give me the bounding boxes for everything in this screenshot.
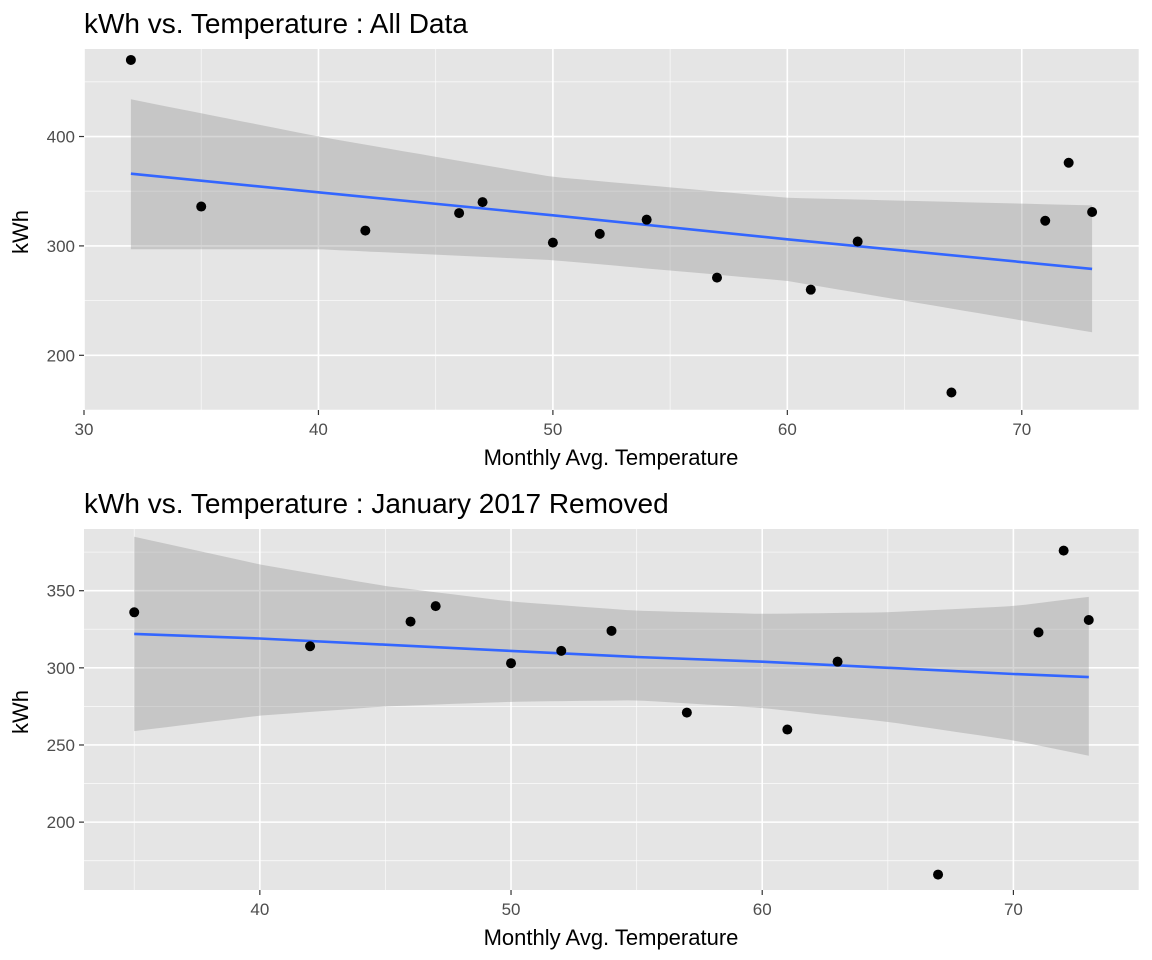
- data-point: [782, 724, 793, 735]
- data-point: [933, 869, 944, 880]
- data-point: [852, 236, 863, 247]
- confidence-band: [134, 536, 1089, 756]
- y-tick-label: 300: [47, 659, 75, 678]
- data-point: [1083, 615, 1094, 626]
- y-tick-label: 350: [47, 582, 75, 601]
- data-point: [946, 387, 957, 398]
- x-tick-label: 30: [75, 420, 94, 439]
- data-point: [1058, 545, 1069, 556]
- data-point: [641, 214, 652, 225]
- y-tick-label: 200: [47, 346, 75, 365]
- x-tick-label: 70: [1012, 420, 1031, 439]
- y-axis-label: kWh: [8, 690, 33, 734]
- data-point: [477, 197, 488, 208]
- y-tick-label: 300: [47, 237, 75, 256]
- data-point: [606, 625, 617, 636]
- plot-background: [84, 49, 1139, 410]
- chart-title: kWh vs. Temperature : All Data: [84, 8, 468, 39]
- data-point: [1033, 627, 1044, 638]
- regression-line: [134, 632, 1089, 679]
- data-point: [681, 707, 692, 718]
- data-point: [360, 225, 371, 236]
- data-point: [547, 237, 558, 248]
- data-point: [506, 658, 517, 669]
- x-tick-label: 60: [778, 420, 797, 439]
- confidence-band: [130, 99, 1093, 333]
- x-tick-label: 40: [309, 420, 328, 439]
- x-axis-label: Monthly Avg. Temperature: [484, 445, 739, 470]
- data-point: [832, 656, 843, 667]
- data-point: [454, 208, 465, 219]
- x-axis-label: Monthly Avg. Temperature: [484, 925, 739, 950]
- x-tick-label: 50: [543, 420, 562, 439]
- y-tick-label: 400: [47, 128, 75, 147]
- data-point: [196, 201, 207, 212]
- plot-panel: 40 50 60 70 200 250 300 350: [47, 529, 1140, 919]
- data-point: [1087, 206, 1098, 217]
- regression-line: [130, 172, 1093, 271]
- x-tick-label: 50: [502, 900, 521, 919]
- y-tick-label: 200: [47, 813, 75, 832]
- data-point: [129, 607, 140, 618]
- data-point: [125, 54, 136, 65]
- chart-title: kWh vs. Temperature : January 2017 Remov…: [84, 488, 669, 519]
- data-point: [594, 228, 605, 239]
- y-axis-label: kWh: [8, 210, 33, 254]
- data-point: [405, 616, 416, 627]
- data-point: [712, 272, 722, 283]
- plot-panel: 30 40 50 60 70 200 300 400: [47, 49, 1140, 439]
- x-tick-label: 70: [1004, 900, 1023, 919]
- x-tick-label: 60: [753, 900, 772, 919]
- y-tick-label: 250: [47, 736, 75, 755]
- data-point: [430, 601, 441, 612]
- x-tick-label: 40: [250, 900, 269, 919]
- data-point: [556, 645, 567, 656]
- data-point: [305, 641, 316, 652]
- data-point: [805, 284, 816, 295]
- data-point: [1063, 157, 1074, 168]
- data-point: [1040, 215, 1051, 226]
